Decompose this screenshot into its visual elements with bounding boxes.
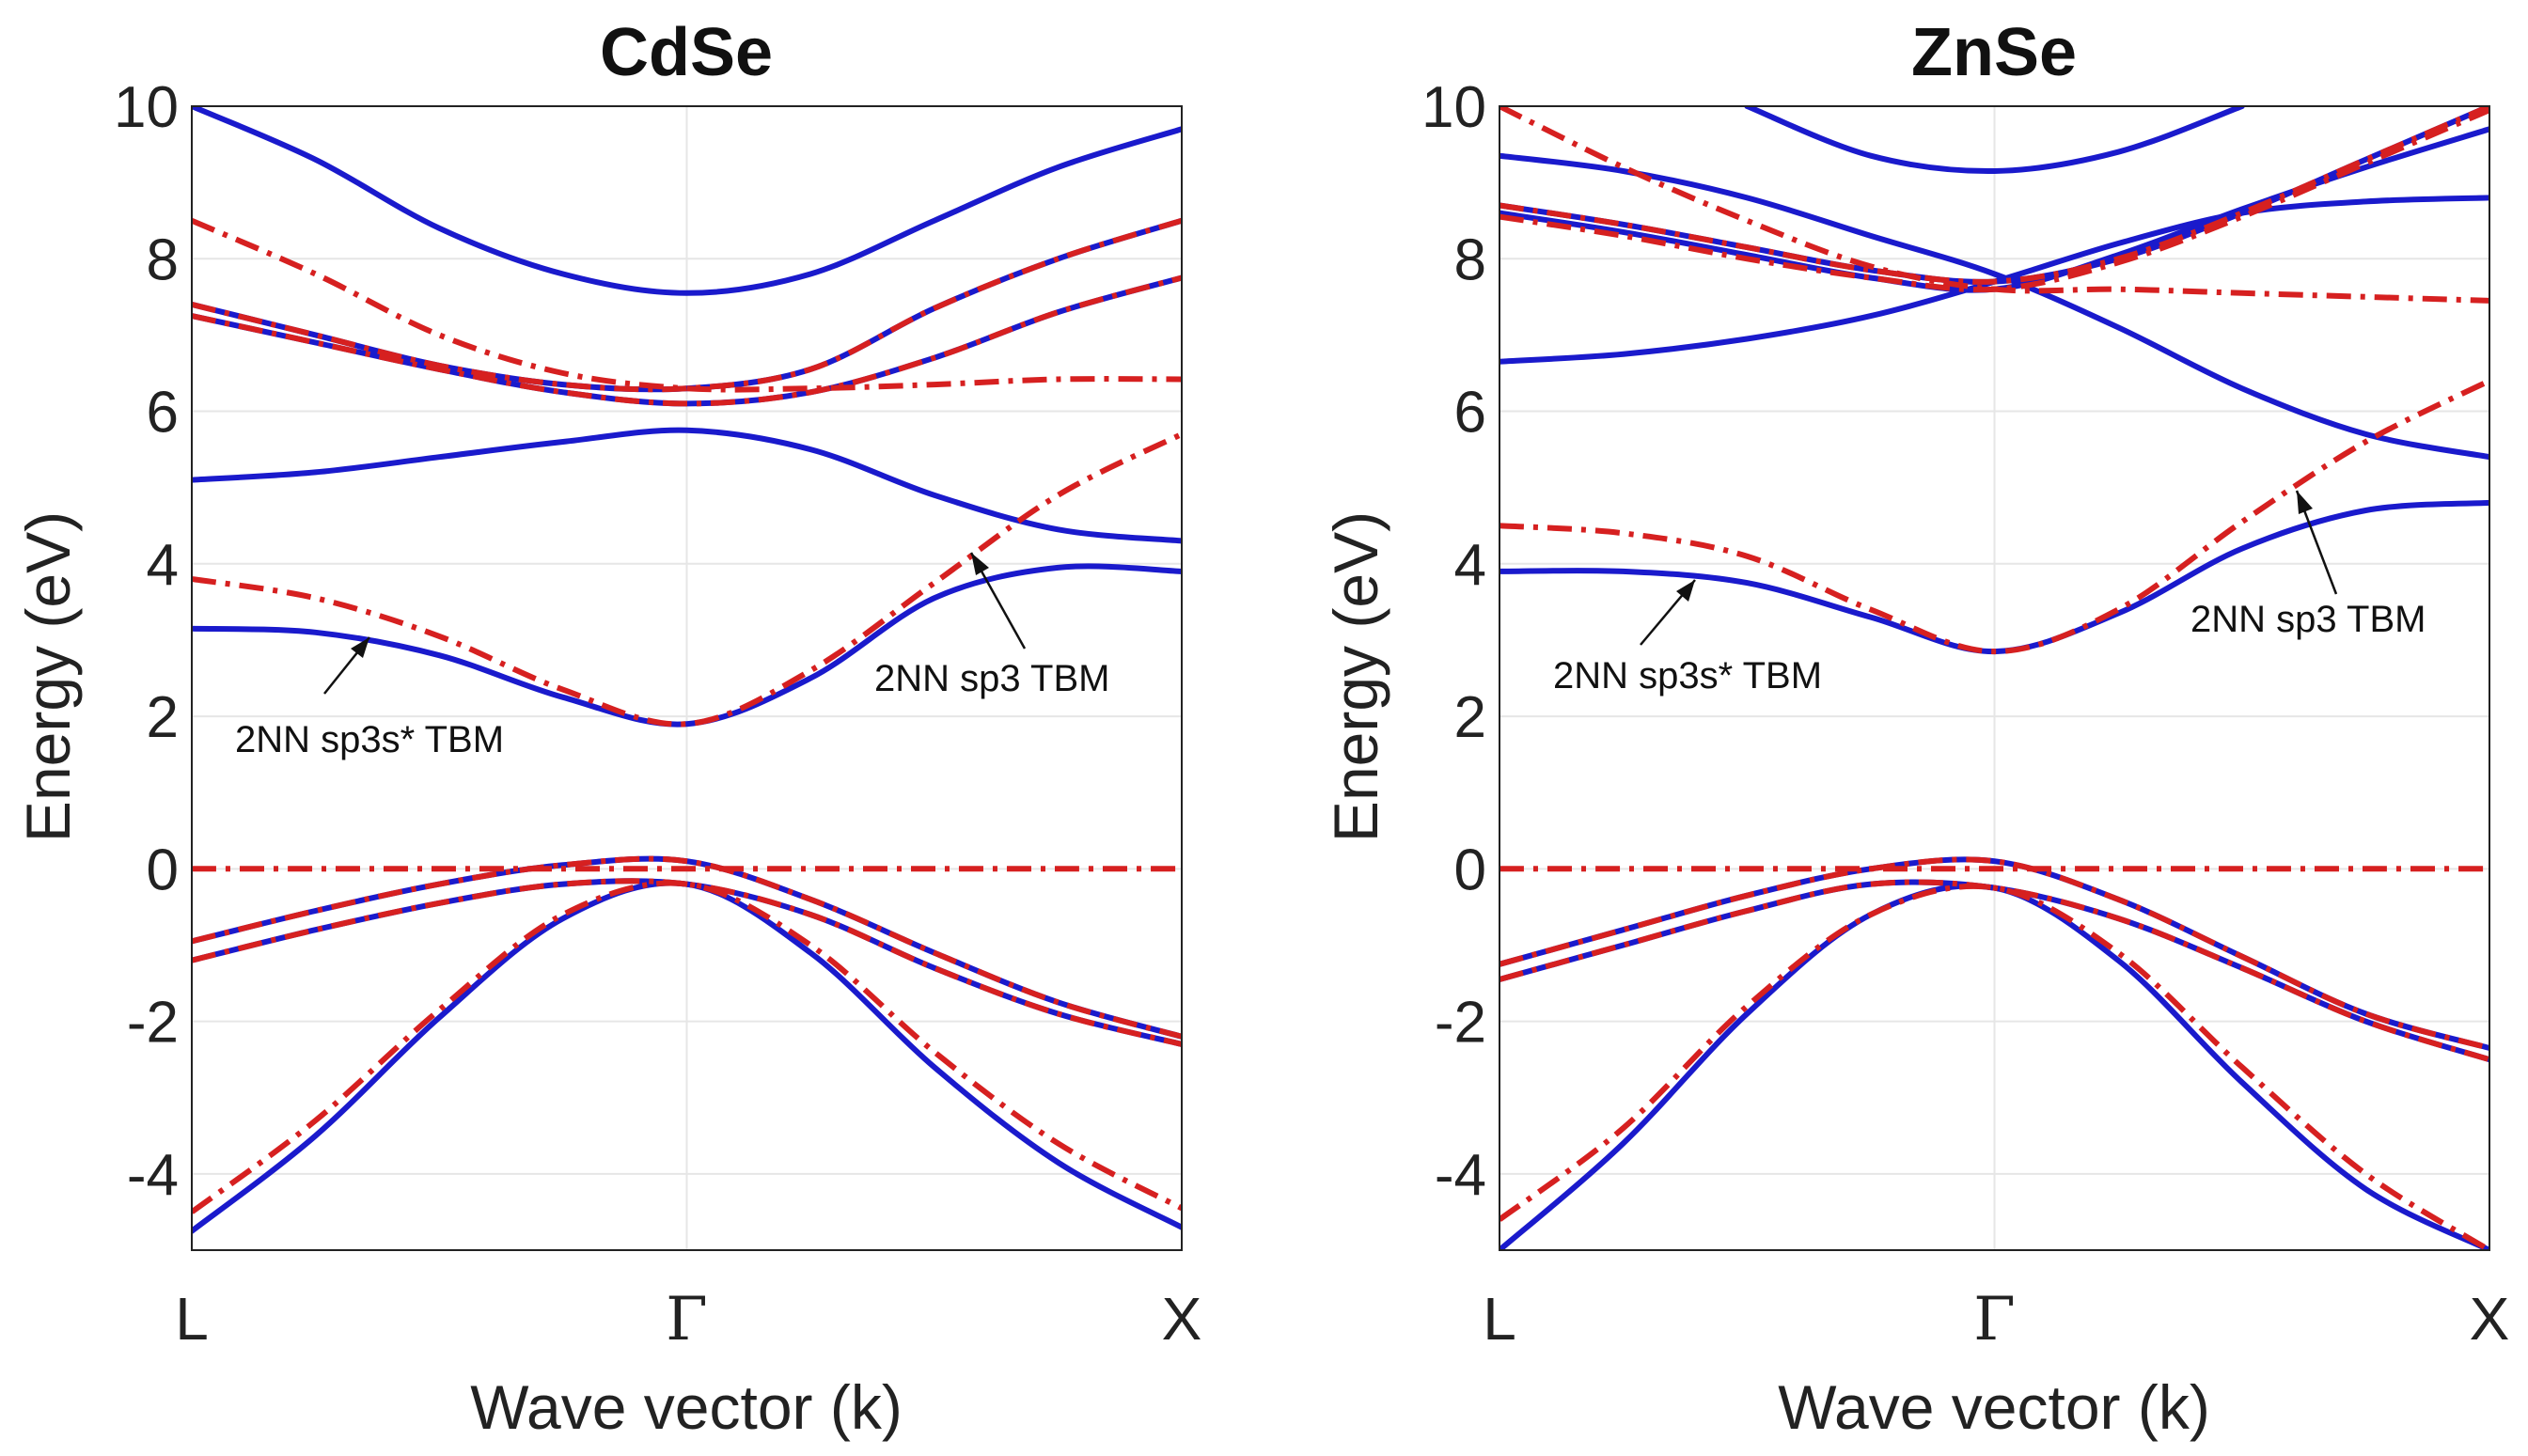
cdse-x-tick-2: X [1162, 1285, 1202, 1353]
cdse-x-tick-0: L [175, 1285, 209, 1353]
cdse-y-tick-5: 0 [147, 838, 179, 902]
cdse-band-sp3-5 [192, 855, 1182, 1040]
cdse-series-sp3 [192, 217, 1182, 1214]
cdse-annotation-sp3-label: 2NN sp3 TBM [874, 658, 1109, 699]
cdse-x-axis-label: Wave vector (k) [470, 1372, 903, 1442]
znse-y-tick-0: 10 [1421, 75, 1486, 140]
znse-band-sp3-7 [1500, 883, 2489, 1250]
znse-annotation-sp3: 2NN sp3 TBM [2190, 490, 2426, 640]
znse-y-tick-3: 4 [1454, 533, 1486, 598]
znse-y-tick-7: -4 [1435, 1143, 1486, 1208]
znse-panel: ZnSe 10 8 6 4 2 0 -2 -4 L Γ X Energy (eV) Wave ve… [1321, 15, 2509, 1442]
cdse-y-ticks: 10 8 6 4 2 0 -2 -4 [114, 75, 179, 1208]
cdse-y-tick-1: 8 [147, 227, 179, 292]
znse-x-tick-2: X [2470, 1285, 2510, 1353]
znse-annotation-sp3s-label: 2NN sp3s* TBM [1553, 655, 1822, 697]
znse-y-axis-label: Energy (eV) [1321, 511, 1390, 842]
cdse-band-sp3-2 [192, 274, 1182, 407]
znse-x-axis-label: Wave vector (k) [1778, 1372, 2210, 1442]
cdse-y-axis-label: Energy (eV) [13, 511, 83, 842]
cdse-annotation-sp3s: 2NN sp3s* TBM [235, 636, 504, 760]
znse-title: ZnSe [1911, 15, 2077, 90]
znse-band-sp3-1 [1500, 106, 2489, 285]
cdse-y-tick-0: 10 [114, 75, 179, 140]
znse-y-tick-2: 6 [1454, 381, 1486, 446]
cdse-band-sp3-7 [192, 880, 1182, 1214]
znse-x-tick-1: Γ [1973, 1285, 2015, 1354]
znse-band-sp3-2 [1500, 107, 2489, 293]
cdse-band-sp3s-star-0 [192, 106, 1182, 296]
znse-annotation-sp3-arrowhead [2297, 491, 2313, 514]
cdse-y-tick-6: -2 [127, 991, 179, 1056]
znse-y-tick-5: 0 [1454, 838, 1486, 902]
cdse-band-sp3-6 [192, 878, 1182, 1047]
cdse-y-tick-7: -4 [127, 1143, 179, 1208]
cdse-band-sp3s-star-1 [192, 217, 1182, 393]
znse-y-tick-6: -2 [1435, 991, 1486, 1056]
cdse-annotation-sp3s-arrowhead [351, 637, 369, 658]
cdse-annotation-sp3s-label: 2NN sp3s* TBM [235, 719, 504, 760]
znse-annotation-sp3-label: 2NN sp3 TBM [2190, 599, 2426, 640]
znse-band-sp3s-star-0 [1744, 106, 2245, 175]
znse-series-sp3 [1500, 106, 2489, 1250]
cdse-title: CdSe [600, 15, 773, 90]
znse-y-tick-1: 8 [1454, 227, 1486, 292]
znse-band-sp3s-star-1 [1500, 152, 2489, 461]
cdse-x-tick-1: Γ [666, 1285, 707, 1354]
znse-plot-frame [1499, 105, 2490, 1251]
znse-y-tick-4: 2 [1454, 685, 1486, 750]
znse-band-sp3-6 [1500, 879, 2489, 1063]
cdse-y-tick-3: 4 [147, 533, 179, 598]
cdse-band-sp3-3 [192, 431, 1182, 728]
znse-band-sp3-3 [1500, 378, 2489, 655]
znse-band-sp3-5 [1500, 856, 2489, 1051]
cdse-y-tick-2: 6 [147, 381, 179, 446]
znse-bands [1500, 106, 2489, 1250]
cdse-bands [192, 106, 1182, 1234]
znse-annotation-sp3s-arrowhead [1676, 580, 1695, 602]
cdse-annotation-sp3: 2NN sp3 TBM [874, 552, 1109, 699]
cdse-panel: CdSe 10 8 6 4 2 0 -2 -4 L Γ X Energy (eV) Wave ve… [13, 15, 1201, 1442]
znse-y-ticks: 10 8 6 4 2 0 -2 -4 [1421, 75, 1486, 1208]
cdse-band-sp3s-star-4 [192, 563, 1182, 728]
cdse-annotation-sp3-arrowhead [971, 553, 989, 575]
cdse-y-tick-4: 2 [147, 685, 179, 750]
cdse-plot-frame [191, 105, 1183, 1251]
znse-x-tick-0: L [1483, 1285, 1516, 1353]
znse-annotation-sp3s: 2NN sp3s* TBM [1553, 579, 1822, 697]
